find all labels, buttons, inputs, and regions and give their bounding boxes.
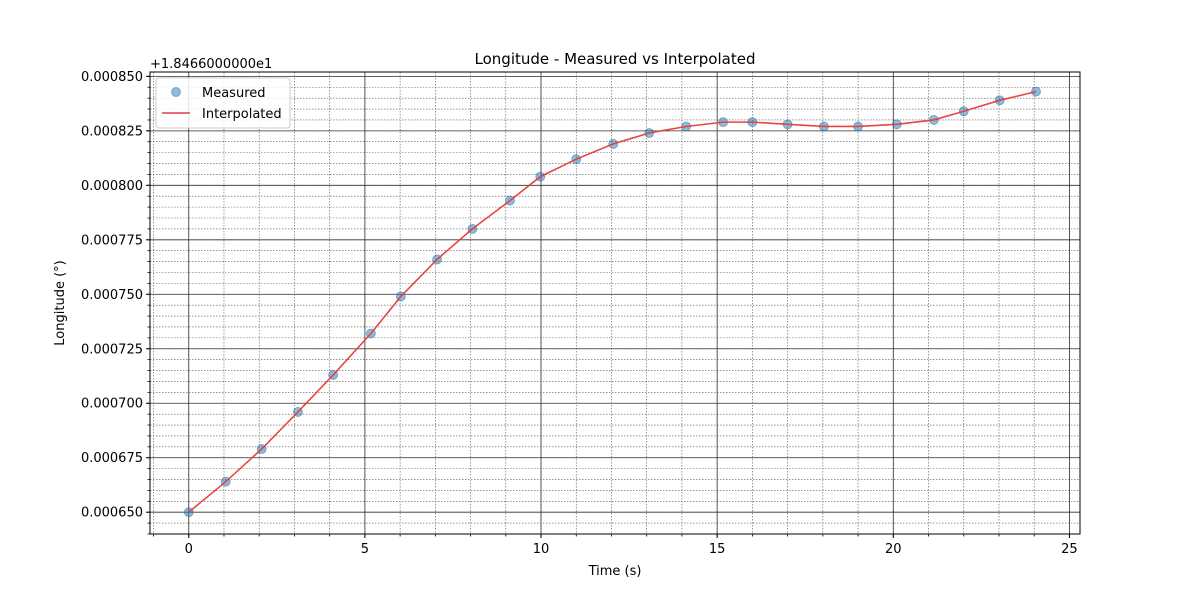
y-tick-label: 0.000775 [81, 233, 143, 248]
legend-label-interpolated: Interpolated [202, 107, 282, 122]
y-axis-label: Longitude (°) [53, 260, 68, 345]
x-tick-label: 20 [885, 542, 902, 557]
legend: Measured Interpolated [155, 77, 291, 129]
legend-box [155, 77, 291, 129]
y-tick-label: 0.000700 [81, 397, 143, 412]
x-axis-label: Time (s) [588, 564, 642, 579]
x-tick-label: 25 [1061, 542, 1078, 557]
chart-title: Longitude - Measured vs Interpolated [475, 50, 756, 68]
legend-label-measured: Measured [202, 86, 266, 101]
x-tick-label: 5 [361, 542, 369, 557]
y-tick-label: 0.000800 [81, 179, 143, 194]
y-tick-label: 0.000675 [81, 451, 143, 466]
legend-marker-measured [171, 87, 181, 97]
x-axis: 0 5 10 15 20 25 [153, 534, 1078, 557]
series-layer [183, 86, 1041, 518]
x-tick-label: 15 [709, 542, 726, 557]
interpolated-line [188, 90, 1037, 513]
y-tick-label: 0.000750 [81, 288, 143, 303]
x-tick-label: 10 [533, 542, 550, 557]
plot-background [150, 72, 1080, 534]
y-tick-label: 0.000825 [81, 124, 143, 139]
y-axis-offset-label: +1.8466000000e1 [150, 57, 272, 72]
y-tick-label: 0.000650 [81, 506, 143, 521]
y-tick-label: 0.000850 [81, 70, 143, 85]
x-tick-label: 0 [185, 542, 193, 557]
y-axis: 0.000650 0.000675 0.000700 0.000725 0.000750… [81, 70, 150, 535]
y-tick-label: 0.000725 [81, 342, 143, 357]
plot-area [149, 71, 1081, 535]
plot-frame [149, 71, 1081, 535]
major-grid [150, 72, 1080, 534]
